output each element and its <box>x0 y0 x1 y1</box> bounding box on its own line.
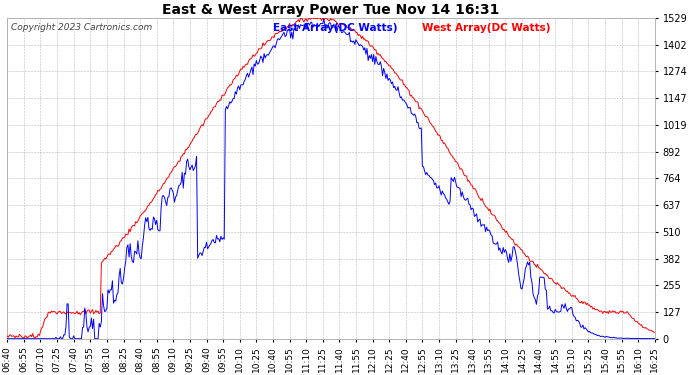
Text: West Array(DC Watts): West Array(DC Watts) <box>422 23 550 33</box>
Text: Copyright 2023 Cartronics.com: Copyright 2023 Cartronics.com <box>10 23 152 32</box>
Text: East Array(DC Watts): East Array(DC Watts) <box>273 23 397 33</box>
Title: East & West Array Power Tue Nov 14 16:31: East & West Array Power Tue Nov 14 16:31 <box>162 3 500 17</box>
